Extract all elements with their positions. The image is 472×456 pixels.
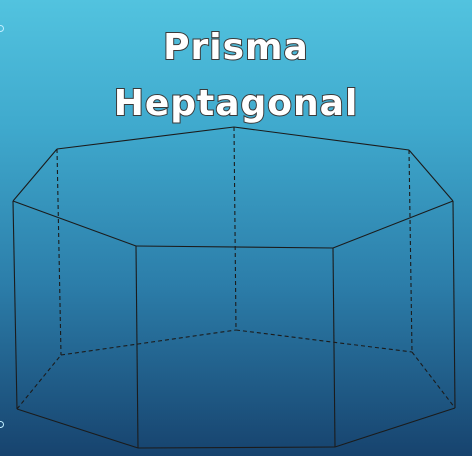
bottom-edge (137, 446, 336, 449)
top-edge (332, 200, 454, 249)
top-edge (12, 200, 137, 247)
hidden-vertical-edge (233, 126, 237, 331)
decorative-circle-bottom (0, 421, 4, 428)
hidden-bottom-edge (411, 351, 456, 409)
visible-bottom-edges (16, 407, 456, 449)
hidden-bottom-edge (235, 329, 413, 353)
hidden-vertical-edge (56, 148, 62, 356)
top-edge (408, 149, 454, 202)
hidden-vertical-edge (408, 149, 413, 353)
top-face (12, 126, 454, 249)
top-edge (12, 148, 58, 202)
vertical-edge (135, 245, 139, 449)
top-edge (233, 126, 410, 151)
bottom-edge (334, 407, 456, 448)
vertical-edge (332, 247, 336, 448)
hidden-bottom-edge (16, 354, 62, 410)
bottom-edge (16, 408, 139, 449)
title-line-1: Prisma (162, 26, 309, 69)
vertical-edge (452, 200, 456, 409)
hidden-edges (16, 126, 456, 410)
vertical-edge (12, 200, 18, 410)
hidden-bottom-edge (60, 329, 237, 356)
top-edge (135, 245, 334, 249)
top-edge (56, 126, 235, 150)
decorative-circle-top (0, 25, 4, 32)
title-line-2: Heptagonal (113, 82, 359, 125)
visible-vertical-edges (12, 200, 456, 449)
